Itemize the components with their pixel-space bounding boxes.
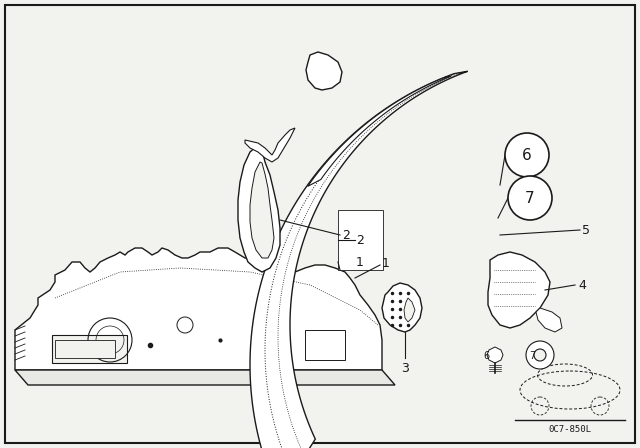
- Bar: [55, 340, 115, 358]
- Circle shape: [526, 341, 554, 369]
- Text: 1: 1: [382, 257, 390, 270]
- Polygon shape: [245, 128, 295, 162]
- Polygon shape: [250, 71, 468, 448]
- Text: 0C7-850L: 0C7-850L: [548, 425, 591, 434]
- Polygon shape: [15, 248, 382, 370]
- Circle shape: [534, 349, 546, 361]
- Bar: [305, 330, 345, 360]
- Polygon shape: [487, 347, 503, 363]
- Text: 2: 2: [356, 233, 364, 246]
- Bar: [52, 335, 127, 363]
- Text: 2: 2: [342, 228, 350, 241]
- Text: 6: 6: [522, 147, 532, 163]
- Text: 6: 6: [484, 351, 490, 361]
- Polygon shape: [250, 162, 274, 258]
- Text: 3: 3: [401, 362, 409, 375]
- Polygon shape: [15, 370, 395, 385]
- Polygon shape: [238, 145, 280, 272]
- Text: 7: 7: [525, 190, 535, 206]
- Polygon shape: [536, 308, 562, 332]
- Circle shape: [508, 176, 552, 220]
- Text: 7: 7: [529, 351, 535, 361]
- Polygon shape: [488, 252, 550, 328]
- Polygon shape: [308, 76, 451, 186]
- Bar: [338, 210, 383, 270]
- Polygon shape: [382, 283, 422, 332]
- Text: 5: 5: [582, 224, 590, 237]
- Polygon shape: [404, 298, 415, 322]
- Text: 4: 4: [578, 279, 586, 292]
- Circle shape: [505, 133, 549, 177]
- Polygon shape: [306, 52, 342, 90]
- Text: 1: 1: [356, 255, 364, 268]
